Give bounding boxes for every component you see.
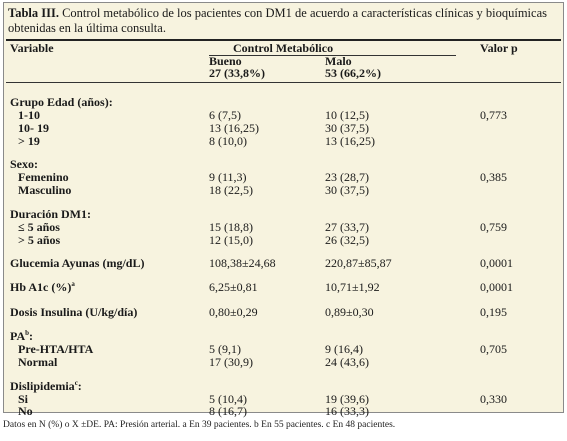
cell-bueno: 12 (15,0)	[209, 233, 253, 247]
cell-bueno: 18 (22,5)	[209, 183, 253, 197]
cell-bueno: 5 (9,1)	[209, 342, 241, 356]
cell-p: 0,0001	[480, 256, 513, 270]
cell-p: 0,195	[480, 305, 507, 319]
caption-text: Control metabólico de los pacientes con …	[8, 6, 547, 35]
cell-malo: 10,71±1,92	[325, 280, 380, 294]
cell-p: 0,773	[480, 108, 507, 122]
row-label: > 19	[18, 134, 40, 148]
cell-malo: 13 (16,25)	[325, 134, 375, 148]
cell-malo: 19 (39,6)	[325, 392, 369, 406]
row-label: Masculino	[18, 183, 72, 197]
group-title-duracion: Duración DM1:	[10, 207, 91, 221]
row-label: > 5 años	[18, 233, 61, 247]
row-title-glucemia: Glucemia Ayunas (mg/dL)	[10, 256, 145, 270]
cell-malo: 9 (16,4)	[325, 342, 363, 356]
cell-malo: 30 (37,5)	[325, 183, 369, 197]
group-title-pa: PAb:	[10, 330, 33, 343]
row-label: ≤ 5 años	[18, 220, 60, 234]
row-label: Normal	[18, 355, 58, 369]
cell-p: 0,385	[480, 170, 507, 184]
cell-bueno: 17 (30,9)	[209, 355, 253, 369]
cell-bueno: 8 (10,0)	[209, 134, 247, 148]
header-bueno: Bueno	[209, 54, 242, 68]
cell-bueno: 6 (7,5)	[209, 108, 241, 122]
pa-suffix: :	[29, 329, 34, 343]
top-rule	[6, 39, 561, 41]
header-control: Control Metabólico	[233, 41, 334, 55]
group-title-sexo: Sexo:	[10, 157, 38, 171]
row-label: Femenino	[18, 170, 69, 184]
header-variable: Variable	[10, 41, 54, 55]
group-title-dislipidemia: Dislipidemiac:	[10, 380, 82, 393]
cell-bueno: 0,80±0,29	[209, 305, 258, 319]
header-valor-p: Valor p	[480, 41, 518, 55]
row-label: Si	[18, 392, 29, 406]
cell-malo: 27 (33,7)	[325, 220, 369, 234]
cell-malo: 0,89±0,30	[325, 305, 374, 319]
cell-bueno: 8 (16,7)	[209, 404, 247, 418]
cell-p: 0,0001	[480, 280, 513, 294]
cell-malo: 24 (43,6)	[325, 355, 369, 369]
header-malo: Malo	[325, 54, 352, 68]
header-malo-n: 53 (66,2%)	[325, 66, 381, 80]
header-rule	[6, 82, 561, 83]
pa-title: PA	[10, 329, 26, 343]
group-title-edad: Grupo Edad (años):	[10, 95, 113, 109]
cell-bueno: 5 (10,4)	[209, 392, 247, 406]
caption-label: Tabla III.	[8, 6, 59, 20]
row-label: No	[18, 404, 33, 418]
row-label: 1-10	[18, 108, 40, 122]
header-subrule	[209, 55, 456, 56]
cell-malo: 16 (33,3)	[325, 404, 369, 418]
cell-p: 0,705	[480, 342, 507, 356]
cell-p: 0,759	[480, 220, 507, 234]
cell-bueno: 13 (16,25)	[209, 121, 259, 135]
results-table: Tabla III. Control metabólico de los pac…	[3, 2, 564, 418]
pa-sup: b	[25, 329, 30, 337]
cell-malo: 30 (37,5)	[325, 121, 369, 135]
table-caption: Tabla III. Control metabólico de los pac…	[8, 6, 558, 36]
cell-bueno: 108,38±24,68	[209, 256, 276, 270]
cell-bueno: 6,25±0,81	[209, 280, 258, 294]
cell-bueno: 15 (18,8)	[209, 220, 253, 234]
dislip-title: Dislipidemia	[10, 379, 75, 393]
dislip-sup: c	[74, 379, 78, 387]
row-label: Pre-HTA/HTA	[18, 342, 94, 356]
table-footnote: Datos en N (%) o X ±DE. PA: Presión arte…	[3, 420, 396, 430]
cell-bueno: 9 (11,3)	[209, 170, 247, 184]
hba1c-title: Hb A1c (%)	[10, 280, 72, 294]
cell-p: 0,330	[480, 392, 507, 406]
cell-malo: 10 (12,5)	[325, 108, 369, 122]
row-title-dosis: Dosis Insulina (U/kg/día)	[10, 305, 138, 319]
dislip-suffix: :	[77, 379, 82, 393]
cell-malo: 23 (28,7)	[325, 170, 369, 184]
hba1c-sup: a	[71, 280, 75, 288]
row-label: 10- 19	[18, 121, 49, 135]
cell-malo: 220,87±85,87	[325, 256, 392, 270]
cell-malo: 26 (32,5)	[325, 233, 369, 247]
row-title-hba1c: Hb A1c (%)a	[10, 281, 75, 294]
header-bueno-n: 27 (33,8%)	[209, 66, 265, 80]
